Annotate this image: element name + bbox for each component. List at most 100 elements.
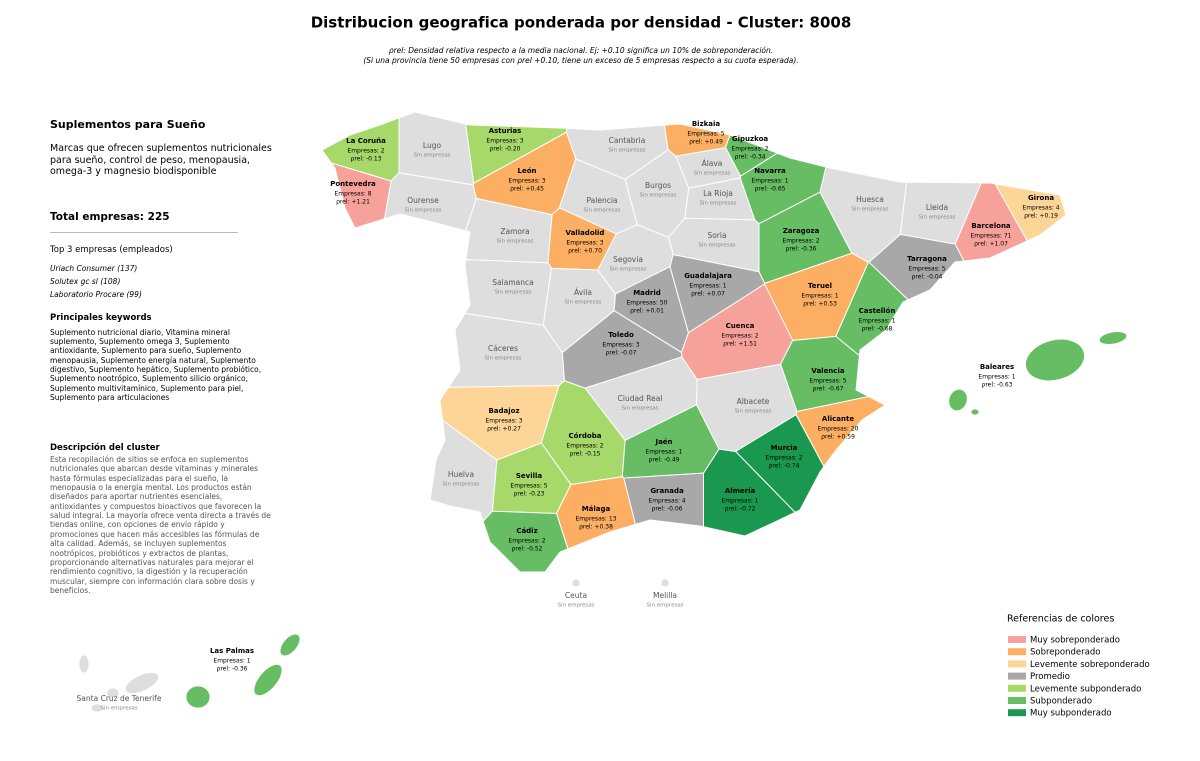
province-name: Zaragoza: [783, 227, 820, 235]
subtitle: ρrel: Densidad relativa respecto a la me…: [389, 46, 773, 55]
province-name: León: [517, 167, 536, 175]
province-name: La Rioja: [703, 189, 733, 198]
province-density: ρrel: -0.74: [769, 463, 800, 470]
province-companies: Sin empresas: [484, 356, 521, 362]
top-item: Solutex gc sl (108): [50, 276, 121, 286]
province-name: Valencia: [811, 367, 844, 375]
province-companies: Empresas: 2: [508, 538, 545, 545]
province-density: ρrel: +0.70: [568, 248, 602, 255]
province-density: ρrel: -0.67: [813, 386, 844, 393]
province-shape: [106, 687, 120, 699]
province-name: Cáceres: [488, 344, 518, 353]
province-density: ρrel: -0.36: [217, 666, 248, 673]
legend-swatch: [1008, 660, 1026, 668]
province-companies: Sin empresas: [100, 706, 137, 712]
province-shape: [78, 654, 90, 674]
province-name: Guadalajara: [684, 272, 732, 280]
province-name: Badajoz: [488, 407, 519, 415]
province-companies: Empresas: 20: [818, 426, 859, 433]
province-name: Segovia: [613, 255, 643, 264]
province-density: ρrel: -0.20: [490, 146, 521, 153]
province-name: Ceuta: [565, 591, 587, 600]
province-density: ρrel: +0.38: [579, 524, 613, 531]
province-name: Zamora: [500, 227, 529, 236]
province-density: ρrel: -0.36: [786, 246, 817, 253]
province-name: Palencia: [586, 196, 617, 205]
province-companies: Empresas: 2: [731, 146, 768, 153]
province-companies: Sin empresas: [734, 409, 771, 415]
province-density: ρrel: +1.07: [974, 241, 1008, 248]
province-name: Salamanca: [492, 278, 533, 287]
province-name: Albacete: [737, 397, 770, 406]
legend: Referencias de colores Muy sobreponderado…: [1007, 614, 1150, 719]
province-companies: Empresas: 2: [782, 238, 819, 245]
province-name: Alicante: [822, 415, 854, 423]
province-shape: [948, 388, 968, 412]
title: Distribucion geografica ponderada por de…: [311, 14, 852, 32]
province-companies: Empresas: 1: [801, 293, 838, 300]
province-shape: [571, 578, 581, 588]
province-name: Córdoba: [569, 432, 602, 440]
province-density: ρrel: -0.52: [512, 546, 543, 553]
province-name: Madrid: [633, 289, 661, 297]
legend-swatch: [1008, 672, 1026, 680]
province-companies: Sin empresas: [404, 208, 441, 214]
province-companies: Sin empresas: [646, 603, 683, 609]
province-companies: Sin empresas: [609, 267, 646, 273]
province-companies: Empresas: 2: [566, 443, 603, 450]
province-companies: Empresas: 5: [510, 483, 547, 490]
province-companies: Empresas: 5: [687, 131, 724, 138]
province-shape: [1098, 331, 1128, 345]
province-companies: Empresas: 3: [566, 240, 603, 247]
province-shape: [185, 685, 211, 709]
province-companies: Empresas: 50: [627, 300, 668, 307]
province-name: Barcelona: [971, 222, 1011, 230]
province-shape: [1025, 338, 1085, 382]
province-name: Cuenca: [726, 322, 755, 330]
legend-label: Muy sobreponderado: [1030, 636, 1120, 646]
province-companies: Empresas: 4: [1022, 205, 1059, 212]
province-name: Melilla: [653, 591, 677, 600]
province-companies: Empresas: 3: [508, 178, 545, 185]
province-name: Ciudad Real: [618, 394, 663, 403]
province-name: Lugo: [423, 141, 442, 150]
legend-label: Sobreponderado: [1030, 648, 1100, 658]
province-name: Jaén: [654, 438, 672, 446]
province-name: Huesca: [856, 195, 884, 204]
province-companies: Empresas: 4: [648, 498, 685, 505]
province-name: Girona: [1028, 194, 1054, 202]
province-shape: [279, 633, 301, 657]
keywords: Suplemento nutricional diario, Vitamina …: [50, 327, 262, 403]
province-name: La Coruña: [346, 137, 386, 145]
legend-label: Subponderado: [1030, 697, 1092, 707]
province-name: Cantabria: [609, 136, 646, 145]
province-companies: Sin empresas: [851, 207, 888, 213]
sidebar: Suplementos para Sueño Marcas que ofrece…: [50, 118, 272, 595]
top-item: Laboratorio Procare (99): [50, 289, 142, 299]
province-name: Teruel: [808, 282, 832, 290]
province-density: ρrel: -0.04: [912, 274, 943, 281]
cluster-name: Suplementos para Sueño: [50, 118, 206, 131]
province-name: Valladolid: [566, 229, 605, 237]
province-density: ρrel: -0.68: [862, 326, 893, 333]
province-density: ρrel: +0.59: [821, 434, 855, 441]
keywords-title: Principales keywords: [50, 313, 152, 324]
province-companies: Empresas: 3: [602, 342, 639, 349]
province-companies: Empresas: 5: [809, 378, 846, 385]
province-name: Baleares: [980, 363, 1014, 371]
legend-title: Referencias de colores: [1007, 614, 1114, 625]
province-name: Castellón: [859, 307, 896, 315]
province-companies: Empresas: 1: [645, 449, 682, 456]
province-companies: Sin empresas: [442, 482, 479, 488]
province-companies: Empresas: 2: [347, 148, 384, 155]
province-name: Burgos: [645, 181, 671, 190]
province-companies: Sin empresas: [564, 300, 601, 306]
province-name: Álava: [702, 159, 723, 168]
province-name: Bizkaia: [692, 120, 721, 128]
province-companies: Empresas: 1: [751, 178, 788, 185]
province-companies: Empresas: 5: [908, 266, 945, 273]
province-shape: [703, 448, 796, 537]
province-density: ρrel: +0.53: [803, 301, 837, 308]
top-title: Top 3 empresas (empleados): [50, 244, 173, 255]
